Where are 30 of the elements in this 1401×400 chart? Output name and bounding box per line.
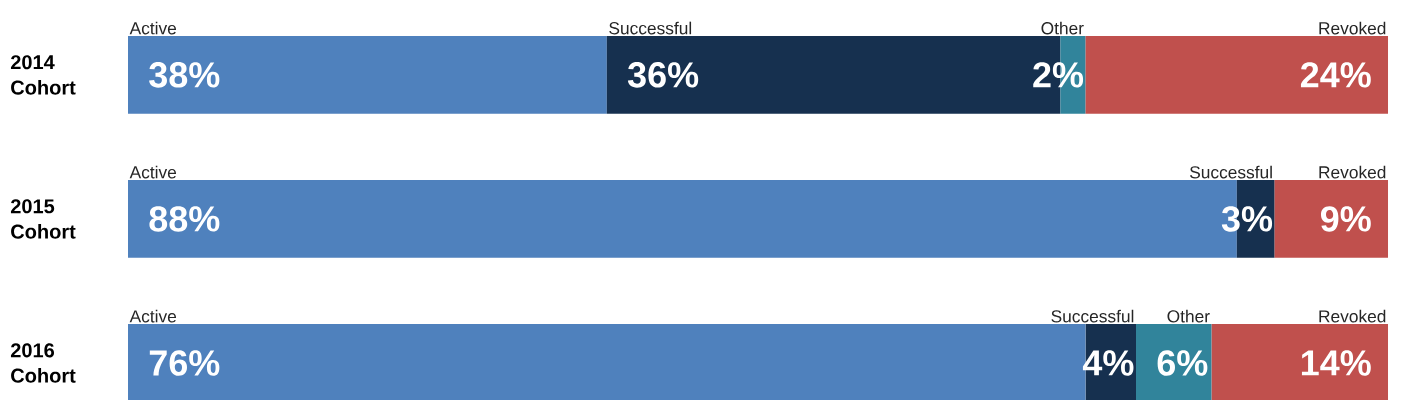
text: Revoked [1319,165,1386,179]
bar [128,36,607,114]
bar [1274,180,1389,258]
series-label: Active [129,309,177,323]
text: Successful [609,21,692,35]
text: Successful [1190,165,1272,179]
text: Active [129,21,177,35]
text: Revoked [1319,21,1386,35]
data-label: 3% [1221,206,1273,232]
data-label: 38% [149,62,220,88]
bar [1085,36,1389,114]
y-tick-label: 2016 Cohort [10,343,76,383]
series-label: Other [1167,309,1210,323]
y-tick-label: 2014 Cohort [10,55,76,95]
text: Active [129,165,177,179]
bar [1211,324,1389,400]
text: Other [1041,21,1084,35]
data-label: 2% [1033,62,1084,88]
data-label: 4% [1082,350,1134,376]
data-label: 36% [627,62,699,88]
data-label: 88% [149,206,220,232]
data-label: 76% [149,350,220,376]
data-label: 6% [1157,350,1208,376]
series-label: Revoked [1319,309,1386,323]
bar [1136,324,1212,400]
series-label: Successful [1051,309,1134,323]
data-label: 14% [1301,350,1371,376]
data-label: 24% [1300,62,1371,88]
data-label: 9% [1320,206,1371,232]
y-tick-label: 2015 Cohort [10,199,76,239]
